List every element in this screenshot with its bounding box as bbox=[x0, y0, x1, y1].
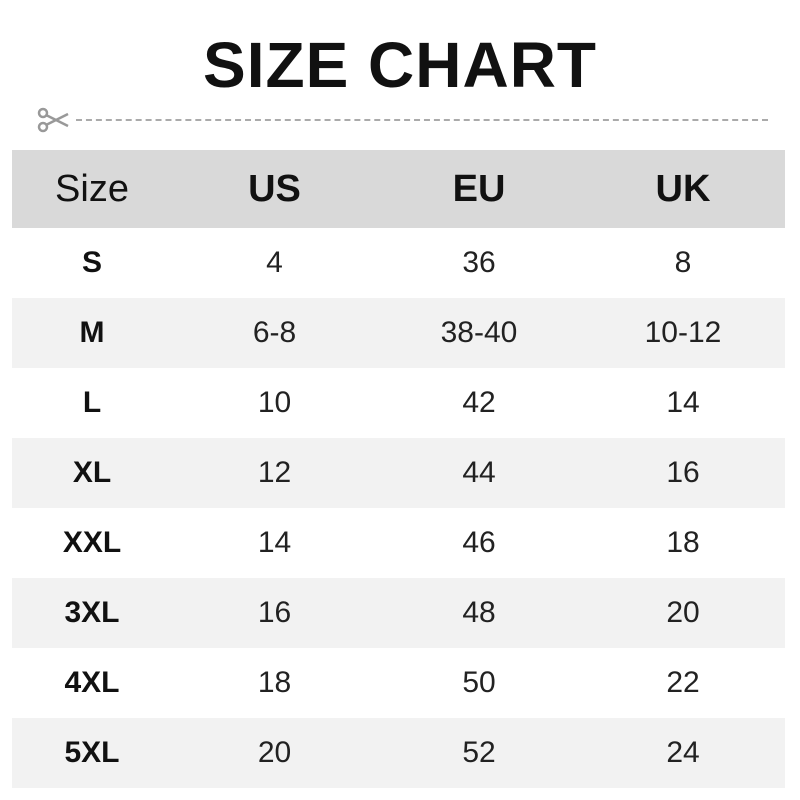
cut-line bbox=[36, 106, 768, 134]
cell-uk: 16 bbox=[666, 456, 700, 489]
header-size: Size bbox=[55, 167, 129, 210]
cell-uk: 10-12 bbox=[644, 316, 722, 349]
cell-eu: 48 bbox=[462, 596, 496, 629]
cell-us: 4 bbox=[266, 246, 283, 279]
cell-size: M bbox=[79, 316, 105, 349]
cell-uk: 24 bbox=[666, 736, 700, 769]
cell-eu: 50 bbox=[462, 666, 496, 699]
cell-us: 6-8 bbox=[252, 316, 297, 349]
table-row: 5XL 20 52 24 bbox=[12, 718, 785, 788]
cell-size: 3XL bbox=[64, 596, 120, 629]
cell-us: 10 bbox=[257, 386, 292, 419]
cell-size: S bbox=[81, 246, 102, 279]
dashed-line bbox=[76, 119, 768, 121]
cell-us: 12 bbox=[257, 456, 292, 489]
cell-uk: 8 bbox=[674, 246, 692, 279]
cell-eu: 36 bbox=[462, 246, 496, 279]
table-header: Size US EU UK bbox=[12, 150, 785, 228]
cell-uk: 14 bbox=[666, 386, 700, 419]
cell-eu: 52 bbox=[462, 736, 496, 769]
cell-size: 5XL bbox=[64, 736, 120, 769]
cell-us: 18 bbox=[257, 666, 292, 699]
table-row: XL 12 44 16 bbox=[12, 438, 785, 508]
table-row: L 10 42 14 bbox=[12, 368, 785, 438]
page-title: SIZE CHART bbox=[203, 29, 597, 101]
cell-us: 20 bbox=[257, 736, 292, 769]
header-eu: EU bbox=[452, 167, 506, 210]
cell-size: XL bbox=[72, 456, 112, 489]
header-us: US bbox=[248, 167, 301, 210]
cell-eu: 44 bbox=[462, 456, 496, 489]
table-row: S 4 36 8 bbox=[12, 228, 785, 298]
cell-us: 16 bbox=[257, 596, 292, 629]
cell-uk: 20 bbox=[666, 596, 700, 629]
cell-eu: 38-40 bbox=[440, 316, 518, 349]
cell-uk: 18 bbox=[666, 526, 700, 559]
cell-uk: 22 bbox=[666, 666, 700, 699]
cell-us: 14 bbox=[257, 526, 292, 559]
cell-size: 4XL bbox=[64, 666, 120, 699]
table-row: M 6-8 38-40 10-12 bbox=[12, 298, 785, 368]
cell-eu: 42 bbox=[462, 386, 496, 419]
size-table: Size US EU UK S 4 36 8 M 6-8 38-40 10-12 L 10 42 14… bbox=[12, 150, 785, 788]
table-row: 4XL 18 50 22 bbox=[12, 648, 785, 718]
table-row: XXL 14 46 18 bbox=[12, 508, 785, 578]
cell-size: XXL bbox=[62, 526, 122, 559]
header-uk: UK bbox=[655, 167, 711, 210]
scissors-icon bbox=[37, 107, 69, 133]
cell-size: L bbox=[82, 386, 102, 419]
table-row: 3XL 16 48 20 bbox=[12, 578, 785, 648]
cell-eu: 46 bbox=[462, 526, 496, 559]
